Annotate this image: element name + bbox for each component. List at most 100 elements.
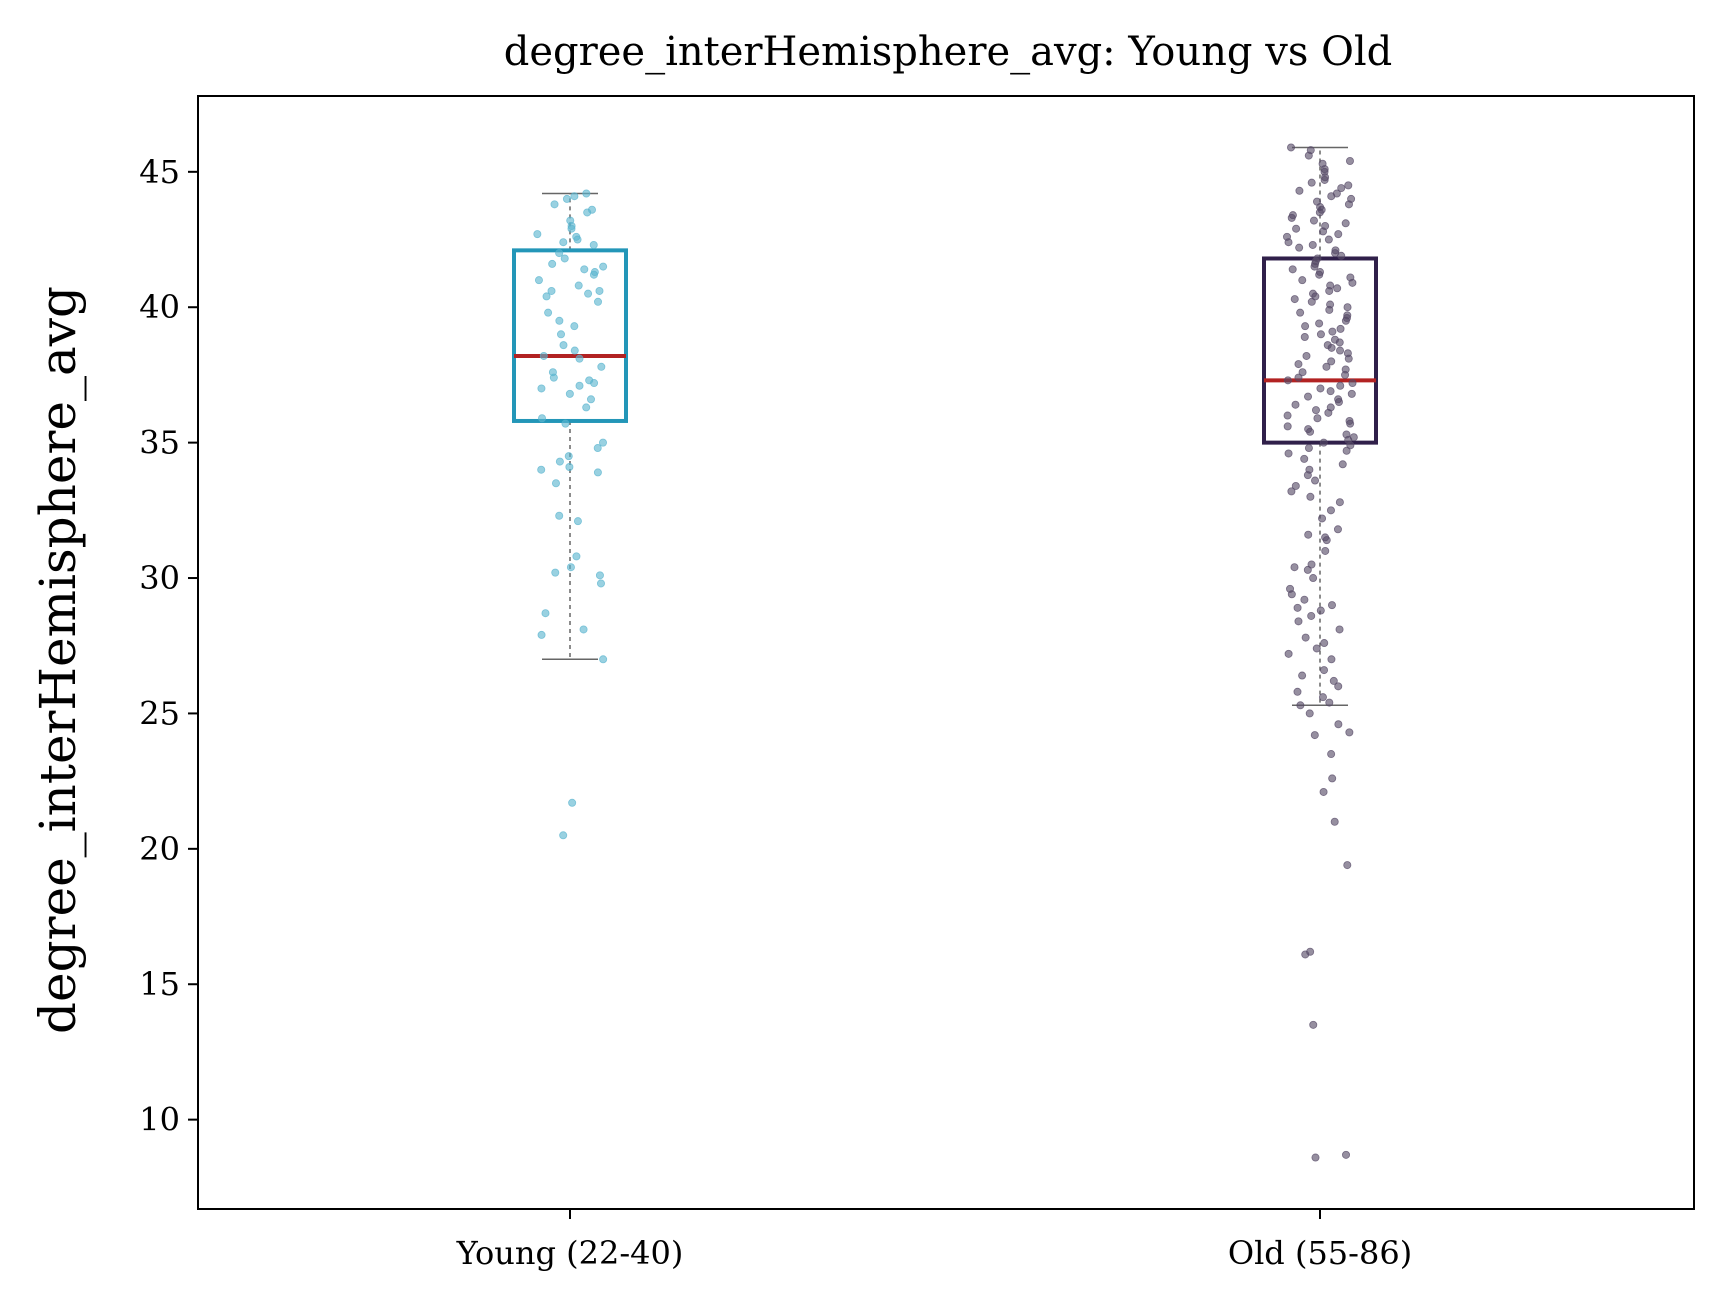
data-point [1284,649,1293,658]
data-point [1290,295,1299,304]
data-point [1344,200,1353,209]
chart-title: degree_interHemisphere_avg: Young vs Old [504,29,1393,75]
data-point [538,414,547,423]
data-point [572,552,581,561]
data-point [1344,181,1353,190]
data-point [599,655,608,664]
data-point [1347,389,1356,398]
y-tick-label: 45 [139,153,180,191]
data-point [1320,639,1329,648]
data-point [1346,419,1355,428]
data-point [1342,1150,1351,1159]
data-point [1330,817,1339,826]
data-point [1318,514,1327,523]
data-point [1322,362,1331,371]
data-point [1320,175,1329,184]
data-point [1327,601,1336,610]
data-point [1325,305,1334,314]
data-point [1293,687,1302,696]
data-point [1302,351,1311,360]
data-point [1315,208,1324,217]
data-point [1303,471,1312,480]
data-point [1305,709,1314,718]
data-point [555,249,564,258]
x-axis-ticks: Young (22-40) Old (55-86) [456,1209,1412,1272]
data-point [1343,861,1352,870]
data-point [1295,186,1304,195]
data-point [1320,666,1329,675]
data-point [534,276,543,285]
data-point [1307,560,1316,569]
data-point [598,438,607,447]
data-point [1294,617,1303,626]
data-point [1294,360,1303,369]
data-point [1304,530,1313,539]
data-point [1304,151,1313,160]
data-point [559,238,568,247]
data-point [575,381,584,390]
data-point [1316,606,1325,615]
data-point [1315,270,1324,279]
data-point [1300,454,1309,463]
data-point [570,346,579,355]
data-point [1324,235,1333,244]
data-point [1304,392,1313,401]
data-point [1298,368,1307,377]
data-point [1342,446,1351,455]
plot-group: 10 15 20 25 30 35 40 45 Young (22-40) Old (55-86) [139,95,1695,1272]
data-point [1333,284,1342,293]
data-point [1307,297,1316,306]
data-point [1287,487,1296,496]
data-point [560,254,569,263]
data-point [593,444,602,453]
data-point [584,289,593,298]
data-point [1336,381,1345,390]
data-point [1298,276,1307,285]
data-point [550,200,559,209]
data-point [1341,316,1350,325]
data-point [1310,262,1319,271]
data-point [1308,240,1317,249]
y-tick-label: 25 [139,694,180,732]
data-point [1293,603,1302,612]
data-point [559,341,568,350]
x-tick-label: Young (22-40) [456,1234,684,1272]
data-point [583,208,592,217]
data-point [1346,441,1355,450]
data-point [1307,178,1316,187]
data-point [1348,278,1357,287]
data-point [1301,322,1310,331]
data-point [1315,319,1324,328]
data-point [551,479,560,488]
data-point [555,511,564,520]
data-point [1337,184,1346,193]
data-point [1343,303,1352,312]
data-point [1334,682,1343,691]
data-point [1283,411,1292,420]
data-point [1341,219,1350,228]
data-point [1345,728,1354,737]
data-point [1291,481,1300,490]
data-point [533,230,542,239]
data-point [570,192,579,201]
data-point [539,351,548,360]
data-point [1296,701,1305,710]
data-point [544,308,553,317]
data-point [1329,676,1338,685]
data-point [1300,333,1309,342]
y-axis-label: degree_interHemisphere_avg [29,286,87,1034]
data-point [1309,1020,1318,1029]
data-point [1318,693,1327,702]
data-point [1316,384,1325,393]
data-point [1296,308,1305,317]
data-points [1283,143,1358,1162]
y-tick-label: 10 [139,1101,180,1139]
data-point [1309,216,1318,225]
x-tick-label: Old (55-86) [1228,1234,1412,1272]
data-point [1312,644,1321,653]
data-point [1319,787,1328,796]
data-point [1328,327,1337,336]
data-point [1341,370,1350,379]
data-point [557,330,566,339]
